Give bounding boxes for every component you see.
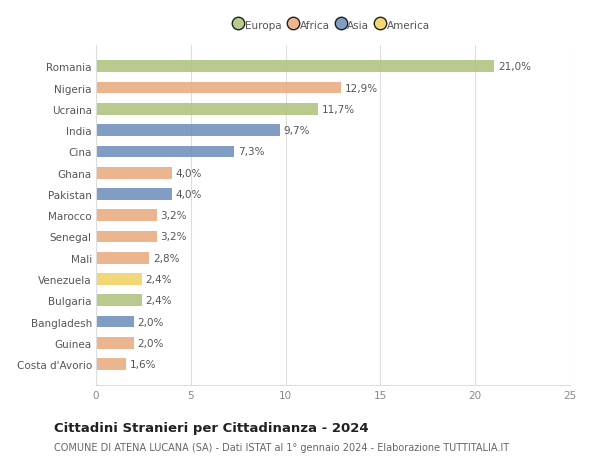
Bar xyxy=(96,104,318,116)
Text: 9,7%: 9,7% xyxy=(284,126,310,136)
Text: 4,0%: 4,0% xyxy=(176,190,202,200)
Bar xyxy=(96,125,280,137)
Bar xyxy=(96,146,235,158)
Bar xyxy=(96,189,172,200)
Text: 11,7%: 11,7% xyxy=(322,105,355,115)
Text: 3,2%: 3,2% xyxy=(160,211,187,221)
Text: 21,0%: 21,0% xyxy=(498,62,531,72)
Bar xyxy=(96,168,172,179)
Bar xyxy=(96,231,157,243)
Text: 2,0%: 2,0% xyxy=(138,317,164,327)
Text: 2,4%: 2,4% xyxy=(145,274,172,285)
Text: COMUNE DI ATENA LUCANA (SA) - Dati ISTAT al 1° gennaio 2024 - Elaborazione TUTTI: COMUNE DI ATENA LUCANA (SA) - Dati ISTAT… xyxy=(54,442,509,452)
Bar xyxy=(96,295,142,307)
Bar xyxy=(96,252,149,264)
Bar xyxy=(96,83,341,94)
Bar xyxy=(96,274,142,285)
Text: 2,8%: 2,8% xyxy=(153,253,179,263)
Text: 3,2%: 3,2% xyxy=(160,232,187,242)
Text: 2,4%: 2,4% xyxy=(145,296,172,306)
Text: 12,9%: 12,9% xyxy=(344,84,377,93)
Text: 7,3%: 7,3% xyxy=(238,147,265,157)
Bar xyxy=(96,316,134,328)
Text: 4,0%: 4,0% xyxy=(176,168,202,178)
Bar xyxy=(96,337,134,349)
Bar xyxy=(96,358,127,370)
Text: Cittadini Stranieri per Cittadinanza - 2024: Cittadini Stranieri per Cittadinanza - 2… xyxy=(54,421,368,434)
Text: 2,0%: 2,0% xyxy=(138,338,164,348)
Bar xyxy=(96,210,157,222)
Bar xyxy=(96,62,494,73)
Legend: Europa, Africa, Asia, America: Europa, Africa, Asia, America xyxy=(233,17,433,34)
Text: 1,6%: 1,6% xyxy=(130,359,157,369)
